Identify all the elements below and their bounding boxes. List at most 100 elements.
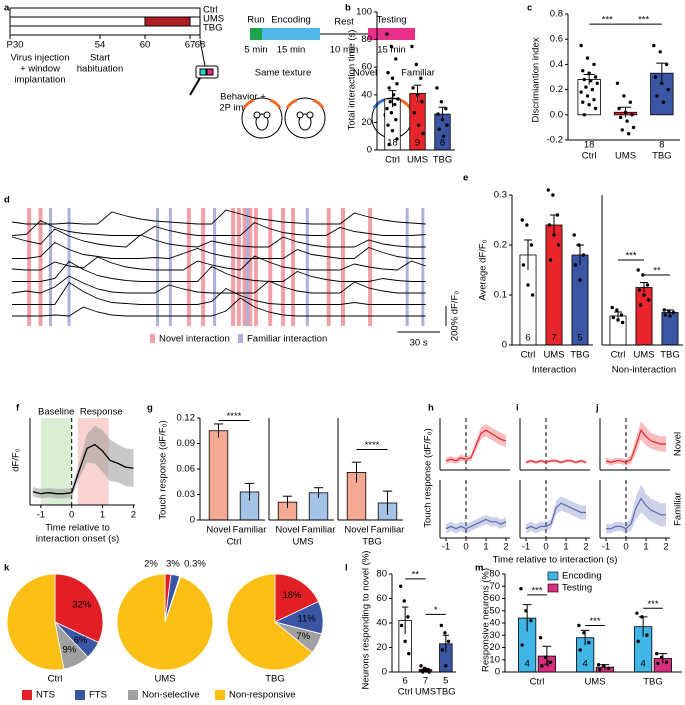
y-axis-label: Average dF/F₀ [478, 239, 489, 300]
novel-event [340, 208, 345, 326]
data-point [585, 56, 590, 60]
data-point [390, 76, 395, 80]
slice-label: 3% [166, 559, 180, 570]
data-point [388, 100, 392, 104]
x-tick-label: TBG [433, 155, 453, 166]
pointer [199, 39, 206, 67]
legend-label: FTS [89, 690, 107, 701]
significance-label: *** [638, 15, 649, 26]
data-point [525, 223, 529, 227]
data-point [617, 106, 621, 111]
data-point [421, 131, 425, 136]
panel-letter: b [345, 3, 351, 14]
y-tick-label: 0 [502, 340, 507, 351]
calcium-trace [12, 297, 426, 317]
panel-letter: f [16, 403, 20, 414]
n-label: 4 [582, 659, 587, 670]
y-axis-label: Discrimiantion index [531, 37, 542, 122]
data-point [623, 110, 628, 114]
data-point [577, 243, 581, 247]
y-axis-label: Touch response (dF/F₀) [423, 428, 434, 528]
slice-label: 6% [74, 635, 88, 646]
y-tick-label: 0 [495, 667, 500, 678]
x-tick-label: Novel [344, 525, 368, 536]
x-tick-label: -1 [602, 542, 610, 553]
n-label: 4 [544, 659, 549, 670]
data-point [622, 94, 626, 98]
bar [545, 224, 563, 346]
data-point [389, 111, 394, 115]
data-point [582, 631, 586, 635]
data-point [415, 93, 420, 97]
imaging-note: Behavior + [220, 92, 266, 103]
data-point [606, 666, 611, 671]
data-point [596, 662, 601, 667]
data-point [592, 97, 596, 102]
x-tick-label: -1 [442, 542, 450, 553]
data-point [520, 643, 524, 647]
panel-letter: d [4, 195, 10, 206]
data-point [593, 75, 598, 79]
y-tick-label: 0.06 [177, 464, 196, 475]
data-point [530, 293, 535, 297]
data-point [540, 664, 544, 668]
data-point [394, 117, 398, 122]
novel-event [291, 208, 296, 326]
error-band [33, 425, 134, 499]
phase-label: Run [247, 15, 264, 26]
familiar-event [405, 208, 409, 326]
data-point [671, 310, 676, 315]
familiar-event [305, 208, 309, 326]
data-point [519, 587, 523, 591]
injection-note: + window [20, 64, 60, 75]
data-point [577, 623, 581, 628]
significance-label: **** [365, 440, 380, 451]
calcium-trace [12, 260, 426, 282]
bar [208, 430, 229, 521]
x-tick-label: 1 [563, 542, 568, 553]
data-point [642, 293, 646, 297]
data-point [398, 584, 403, 588]
texture [269, 98, 282, 109]
x-tick-label: 2 [583, 542, 588, 553]
calcium-trace [11, 209, 426, 225]
data-point [636, 639, 640, 644]
data-point [654, 651, 659, 656]
mean-line [525, 460, 587, 464]
mean-line [605, 428, 666, 464]
phase-bar [368, 28, 415, 40]
data-point [387, 86, 391, 90]
x-tick-label: UMS [615, 151, 636, 162]
habituation-note: Start [90, 53, 110, 64]
y-tick-label: 0.3 [494, 190, 507, 201]
y-tick-label: 0.2 [550, 84, 563, 95]
x-tick-label: Familiar [233, 525, 267, 536]
slice-label: 11% [297, 614, 316, 625]
data-point [439, 623, 444, 628]
legend-swatch [215, 690, 225, 700]
data-point [395, 137, 399, 141]
y-tick-label: 80 [361, 34, 372, 45]
significance-label: *** [602, 15, 613, 26]
group-label: UMS [292, 537, 313, 548]
data-point [631, 125, 636, 130]
familiar-event [245, 208, 249, 326]
n-label: 9 [415, 138, 420, 149]
scale-bar-y-label: 200% dF/F₀ [450, 291, 461, 341]
x-tick-label: Ctrl [611, 350, 626, 361]
data-point [395, 82, 399, 86]
data-point [547, 223, 552, 227]
x-tick-label: 0 [463, 542, 468, 553]
y-tick-label: 40 [489, 618, 500, 629]
significance-label: ** [412, 569, 420, 580]
window-label: Response [80, 407, 123, 418]
y-tick-label: -0.2 [547, 135, 563, 146]
data-point [620, 320, 625, 325]
familiar-event [213, 208, 217, 326]
x-tick-label: 1 [483, 542, 488, 553]
data-point [419, 664, 423, 668]
x-tick-label: 1 [100, 510, 105, 521]
data-point [587, 640, 591, 645]
row-label: Novel [673, 432, 684, 456]
novel-event [186, 208, 191, 326]
